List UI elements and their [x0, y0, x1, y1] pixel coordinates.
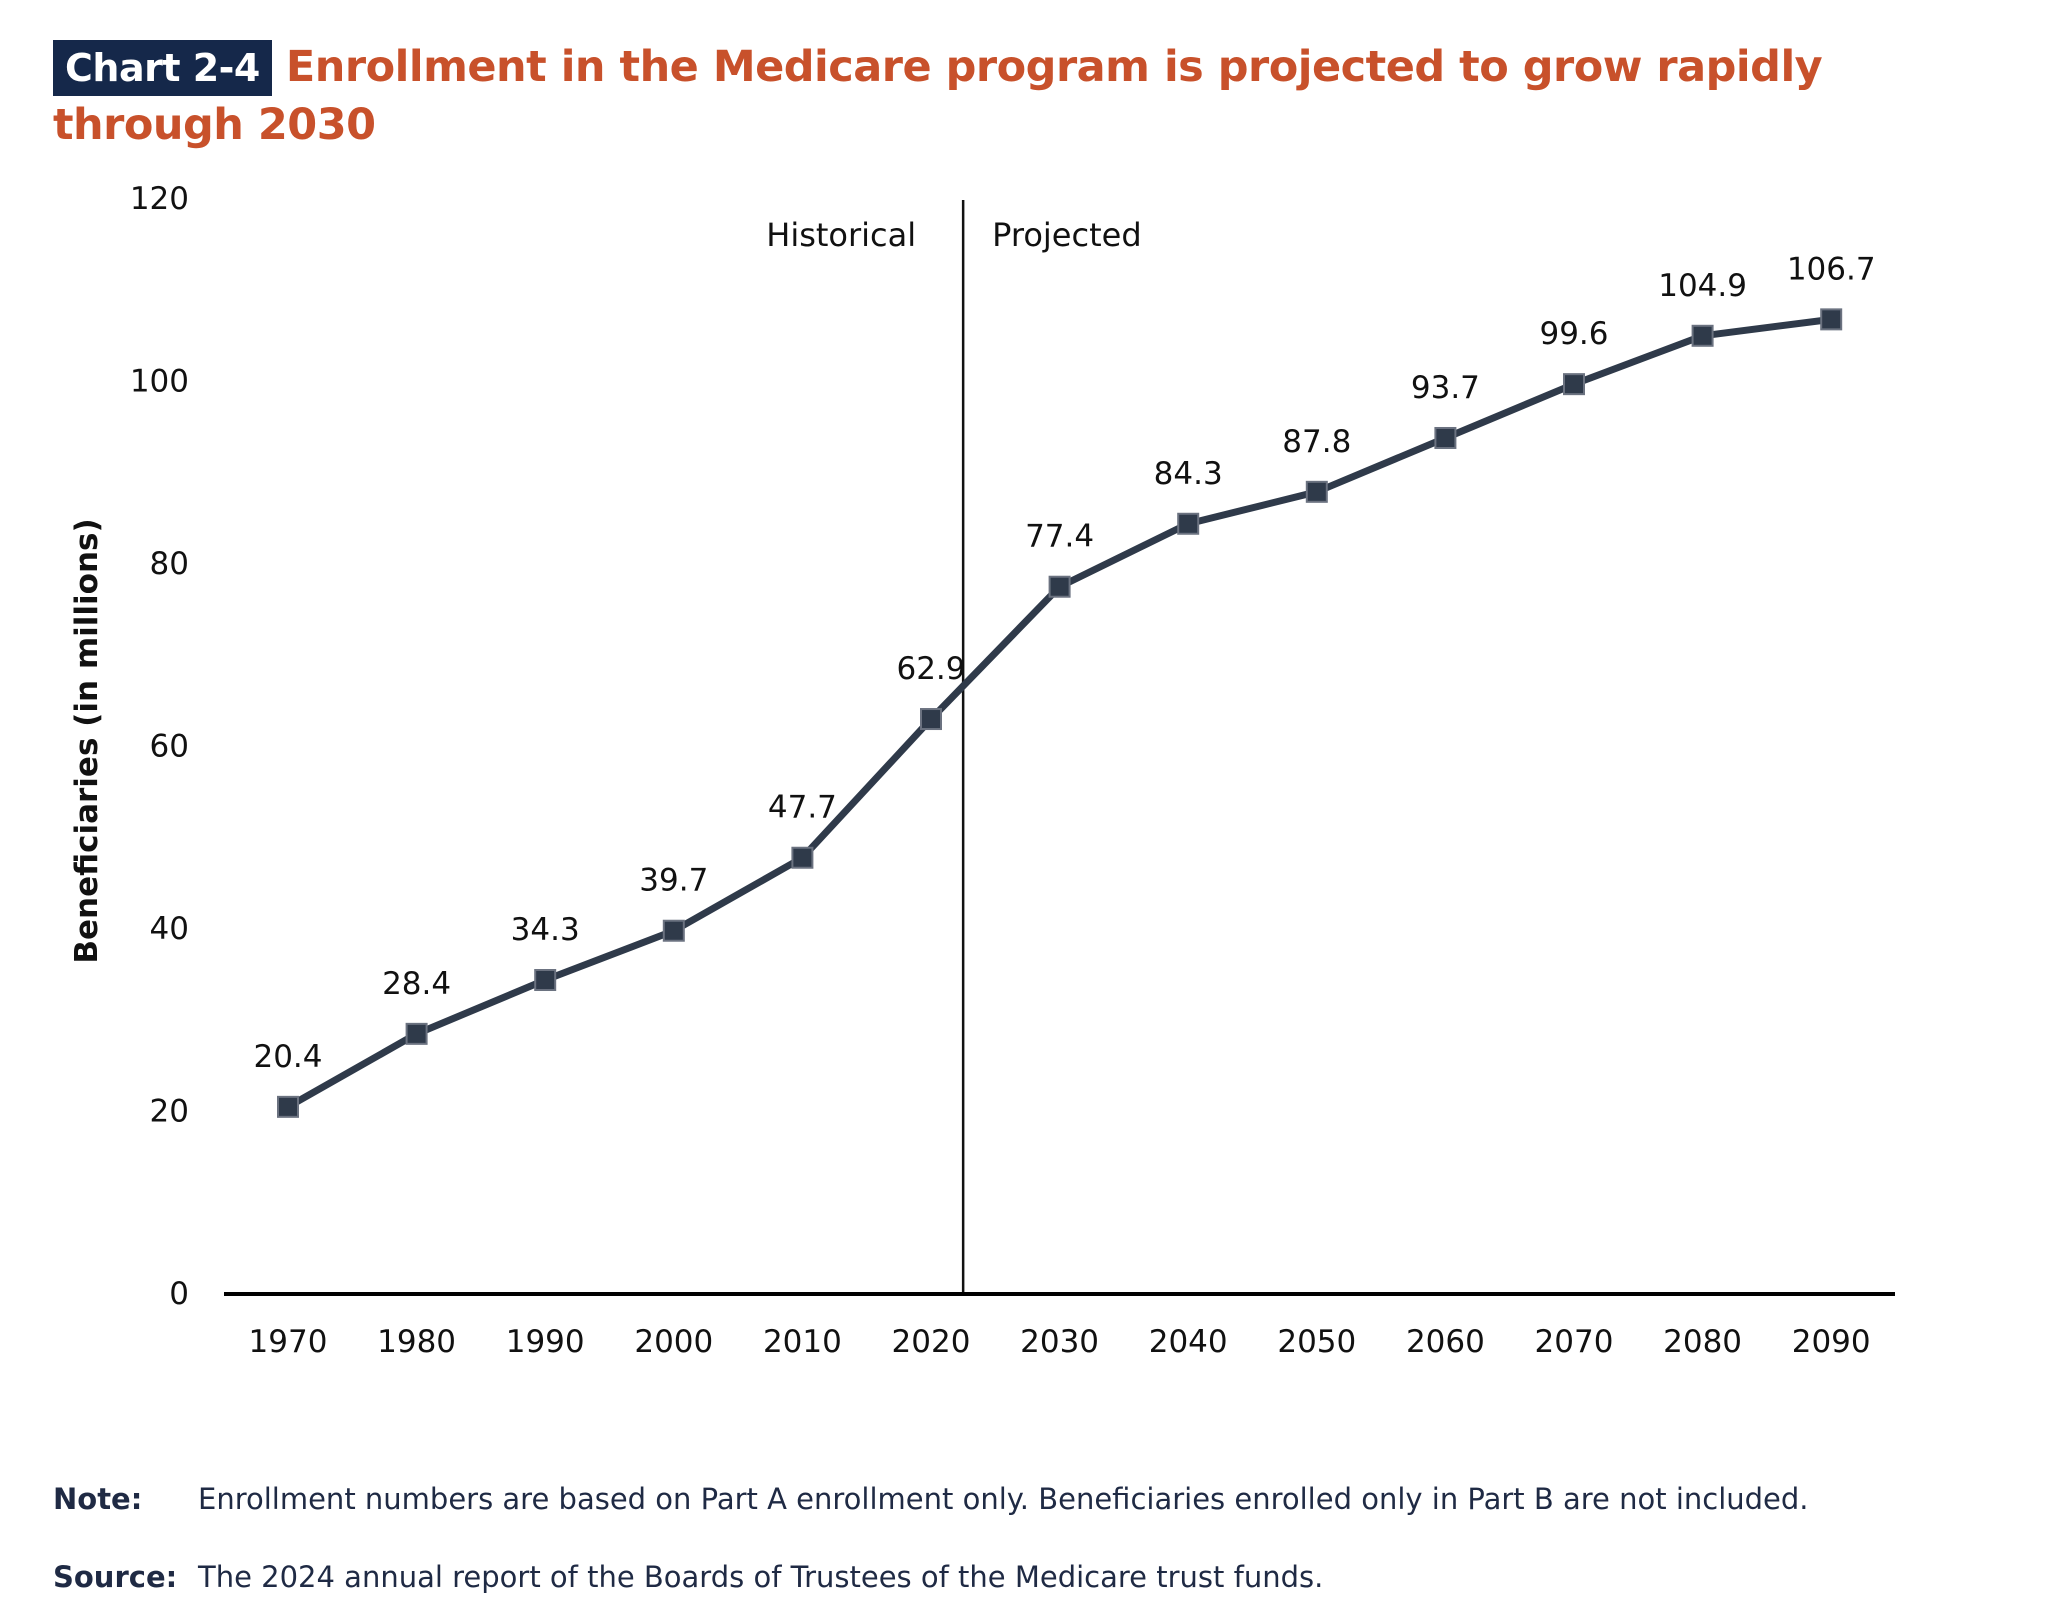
x-tick-label: 2000: [634, 1324, 713, 1360]
x-tick-label: 2050: [1277, 1324, 1356, 1360]
y-axis-label: Beneficiaries (in millions): [69, 518, 105, 963]
x-tick-label: 2030: [1020, 1324, 1099, 1360]
data-point-marker: [1048, 575, 1071, 598]
data-label: 47.7: [768, 790, 837, 826]
data-label: 93.7: [1411, 370, 1480, 406]
x-tick-label: 1990: [506, 1324, 585, 1360]
data-label: 28.4: [382, 966, 451, 1002]
data-label: 87.8: [1282, 424, 1351, 460]
historical-label: Historical: [766, 216, 916, 254]
projected-label: Projected: [992, 216, 1141, 254]
data-label: 77.4: [1025, 519, 1094, 555]
data-point-marker: [277, 1095, 299, 1118]
y-tick-label: 0: [169, 1276, 189, 1312]
chart-title: Chart 2-4 Enrollment in the Medicare prog…: [53, 38, 2003, 154]
x-tick-label: 1980: [377, 1324, 456, 1360]
y-tick-label: 60: [150, 729, 189, 765]
x-tick-label: 2090: [1792, 1324, 1871, 1360]
data-point-marker: [920, 708, 942, 731]
data-point-marker: [1563, 373, 1585, 396]
data-label: 34.3: [511, 912, 580, 948]
data-point-marker: [1691, 324, 1714, 347]
data-label: 84.3: [1154, 456, 1223, 492]
data-label: 99.6: [1539, 316, 1608, 352]
y-tick-label: 100: [130, 364, 189, 400]
x-tick-label: 2070: [1535, 1324, 1614, 1360]
data-point-marker: [534, 969, 557, 992]
chart-number-badge: Chart 2-4: [53, 40, 272, 96]
x-tick-label: 1970: [249, 1324, 328, 1360]
source-text: The 2024 annual report of the Boards of …: [198, 1560, 1324, 1594]
x-tick-label: 2060: [1406, 1324, 1485, 1360]
y-tick-label: 40: [150, 911, 189, 947]
x-tick-label: 2010: [763, 1324, 842, 1360]
source-label: Source:: [53, 1560, 178, 1594]
series-line: [286, 315, 1832, 1110]
data-label: 106.7: [1787, 251, 1876, 287]
x-tick-label: 2080: [1663, 1324, 1742, 1360]
data-point-marker: [1434, 426, 1457, 449]
note-text: Enrollment numbers are based on Part A e…: [198, 1482, 1809, 1516]
chart-title-text: Enrollment in the Medicare program is pr…: [53, 42, 1823, 150]
y-tick-label: 20: [150, 1094, 189, 1130]
data-label: 39.7: [639, 863, 708, 899]
data-label: 20.4: [253, 1039, 322, 1075]
source: Source: The 2024 annual report of the Boa…: [53, 1560, 1323, 1594]
y-tick-label: 120: [130, 181, 189, 217]
note-label: Note:: [53, 1482, 143, 1516]
note: Note: Enrollment numbers are based on Par…: [53, 1482, 1809, 1516]
data-point-marker: [1820, 308, 1843, 331]
data-point-marker: [662, 919, 685, 942]
data-label: 104.9: [1658, 268, 1747, 304]
x-tick-label: 2020: [892, 1324, 971, 1360]
y-tick-label: 80: [150, 546, 189, 582]
x-tick-label: 2040: [1149, 1324, 1228, 1360]
data-point-marker: [1177, 512, 1200, 535]
data-point-marker: [405, 1022, 428, 1045]
data-label: 62.9: [896, 651, 965, 687]
data-point-marker: [791, 846, 814, 869]
data-point-marker: [1305, 480, 1328, 503]
